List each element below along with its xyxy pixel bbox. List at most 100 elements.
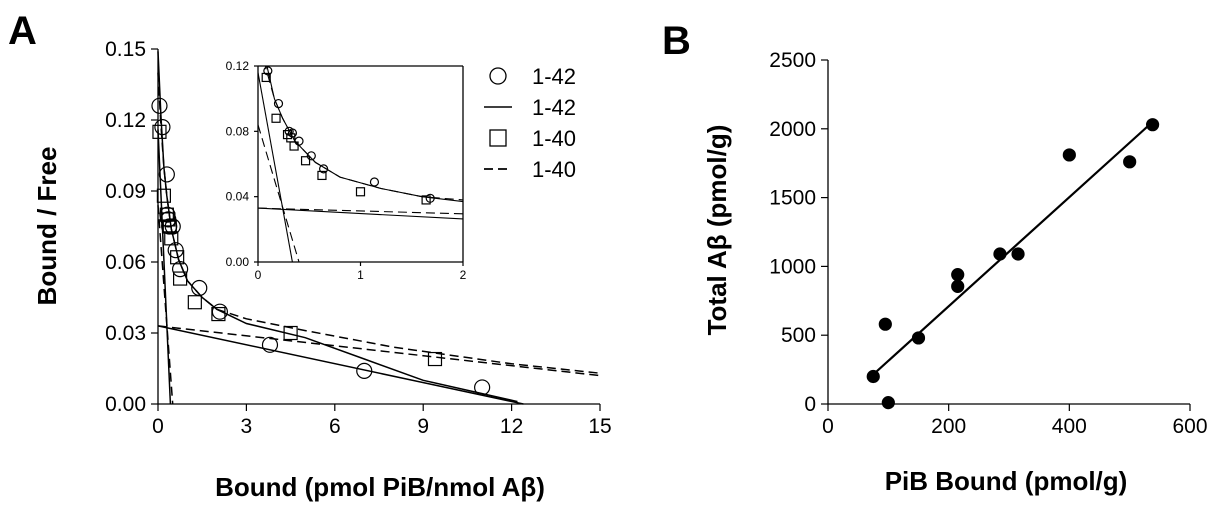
panel-b: B Total Aβ (pmol/g) PiB Bound (pmol/g) 0…: [662, 19, 1208, 496]
panel-a-fit-lines: [157, 51, 601, 405]
inset-data-point-square: [282, 130, 293, 140]
panel-b-axes: 0 200 400 600 0 500 1000 1500 2000 2500: [769, 49, 1207, 438]
data-point-square: [283, 325, 298, 341]
data-point-circle: [261, 336, 279, 353]
data-point-filled-circle: [1123, 155, 1137, 169]
legend-label: 1-42: [532, 95, 576, 120]
inset-data-point-square: [317, 170, 327, 181]
panel-b-x-tick-label: 0: [822, 415, 834, 438]
panel-a-y-tick-label: 0.15: [105, 38, 146, 61]
panel-a-x-tick-label: 3: [241, 415, 253, 438]
panel-a: A Bound / Free Bound (pmol PiB/nmol Aβ) …: [8, 9, 612, 502]
panel-a-x-axis-title: Bound (pmol PiB/nmol Aβ): [215, 472, 545, 502]
panel-a-x-tick-label: 6: [329, 415, 341, 438]
inset-data-point-circle: [273, 98, 284, 109]
data-point-filled-circle: [951, 268, 965, 282]
inset-plot-area: [258, 66, 463, 262]
panel-b-data-points: [866, 118, 1160, 410]
data-point-filled-circle: [951, 279, 965, 293]
data-point-circle: [356, 362, 373, 379]
panel-a-y-tick-label: 0.00: [105, 393, 146, 416]
panel-a-x-tick-label: 15: [588, 415, 611, 438]
data-point-filled-circle: [881, 396, 895, 410]
panel-b-y-tick-label: 2500: [769, 49, 816, 72]
panel-b-letter: B: [662, 19, 691, 63]
fit-line-high-affinity: [157, 129, 172, 405]
panel-a-y-tick-label: 0.06: [105, 251, 146, 274]
panel-b-y-axis-title: Total Aβ (pmol/g): [702, 125, 732, 336]
data-point-square: [427, 351, 443, 367]
inset-data-point-circle: [287, 128, 298, 138]
inset-y-tick-label: 0.04: [226, 190, 250, 204]
data-point-filled-circle: [993, 247, 1007, 261]
legend-circle-marker: [489, 67, 507, 85]
data-point-square: [152, 124, 167, 139]
inset-x-tick-label: 0: [255, 268, 262, 282]
data-point-circle: [164, 218, 181, 235]
data-point-square: [173, 271, 188, 286]
data-point-square: [164, 231, 179, 246]
panel-a-legend: 1-42 1-42 1-40 1-40: [484, 64, 576, 182]
panel-b-x-tick-label: 200: [931, 415, 966, 438]
panel-b-x-tick-label: 600: [1172, 415, 1207, 438]
data-point-square: [170, 250, 185, 265]
legend-label: 1-40: [532, 157, 576, 182]
panel-a-letter: A: [8, 9, 37, 53]
data-point-filled-circle: [1062, 148, 1076, 162]
inset-data-point-square: [300, 156, 311, 166]
panel-b-x-axis-title: PiB Bound (pmol/g): [885, 466, 1128, 496]
inset-data-point-square: [271, 113, 281, 123]
inset-data-point-circle: [263, 66, 273, 76]
inset-fit-line-sum: [264, 66, 463, 201]
fit-line-low-affinity: [157, 325, 524, 405]
inset-y-tick-label: 0.08: [226, 124, 250, 138]
inset-fit-line-low-affinity: [258, 207, 463, 220]
data-point-square: [159, 207, 174, 222]
inset-data-point-square: [355, 187, 366, 197]
inset-fit-line-high-affinity: [258, 72, 293, 262]
data-point-square: [162, 219, 177, 234]
inset-fit-line-high-affinity: [258, 124, 300, 262]
data-point-circle: [474, 379, 491, 396]
data-point-filled-circle: [1145, 118, 1160, 132]
legend-square-marker: [489, 129, 507, 147]
fit-line-low-affinity: [157, 325, 601, 377]
data-point-square: [211, 306, 226, 322]
data-point-circle: [154, 118, 171, 136]
panel-a-y-axis-title: Bound / Free: [32, 147, 62, 306]
panel-a-x-tick-label: 12: [500, 415, 523, 438]
panel-b-y-tick-label: 2000: [769, 118, 816, 141]
panel-a-data-points: [151, 97, 491, 396]
panel-b-y-tick-label: 1500: [769, 187, 816, 210]
inset-data-point-circle: [306, 151, 316, 161]
inset-data-point-square: [261, 72, 271, 83]
panel-b-y-tick-label: 1000: [769, 255, 816, 278]
panel-a-y-tick-label: 0.09: [105, 180, 146, 203]
panel-a-axes: 0 3 6 9 12 15 0.00 0.03 0.06 0.09 0.12 0.15: [105, 38, 612, 438]
inset-background: [258, 66, 463, 262]
inset-data-point-square: [289, 141, 299, 151]
panel-b-y-tick-label: 500: [781, 324, 816, 347]
data-point-square: [187, 295, 202, 310]
panel-a-y-tick-label: 0.03: [105, 322, 146, 345]
data-point-filled-circle: [866, 369, 880, 384]
data-point-filled-circle: [911, 331, 926, 345]
inset-data-point-square: [421, 195, 431, 205]
inset-y-tick-label: 0.12: [226, 59, 250, 73]
inset-data-point-circle: [369, 177, 380, 187]
panel-a-x-tick-label: 9: [417, 415, 429, 438]
data-point-filled-circle: [1011, 247, 1025, 261]
inset-x-tick-label: 1: [357, 268, 364, 282]
data-point-square: [156, 188, 171, 203]
inset-data-point-circle: [319, 164, 329, 174]
data-point-filled-circle: [878, 317, 892, 331]
data-point-circle: [172, 261, 189, 278]
fit-line-sum: [157, 72, 601, 374]
inset-y-tick-label: 0.00: [226, 255, 250, 269]
panel-b-x-tick-label: 400: [1052, 415, 1087, 438]
legend-label: 1-40: [532, 126, 576, 151]
panel-b-y-tick-label: 0: [804, 393, 816, 416]
panel-a-y-tick-label: 0.12: [105, 109, 146, 132]
fit-line-high-affinity: [157, 205, 174, 405]
